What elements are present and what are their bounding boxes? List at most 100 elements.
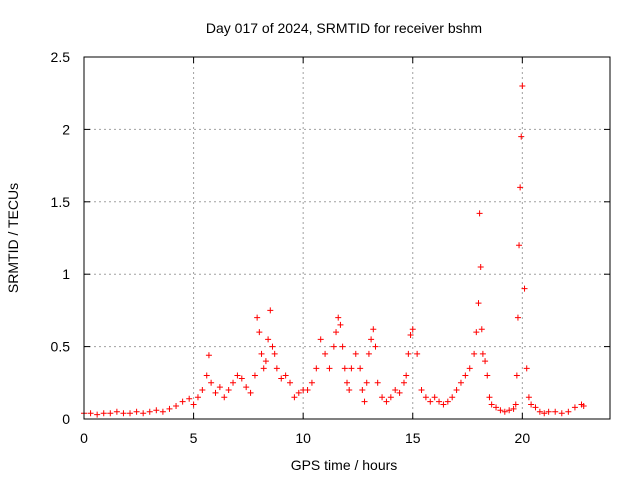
data-point (120, 410, 127, 417)
data-point (254, 314, 261, 321)
data-point (208, 379, 215, 386)
data-point (339, 343, 346, 350)
data-point (516, 242, 523, 249)
data-point (558, 410, 565, 417)
data-point (238, 375, 245, 382)
data-point (372, 343, 379, 350)
data-point (409, 326, 416, 333)
data-point (271, 350, 278, 357)
data-point (265, 336, 272, 343)
data-point (212, 389, 219, 396)
data-point (337, 321, 344, 328)
data-point (513, 372, 520, 379)
data-point (140, 410, 147, 417)
data-point (260, 365, 267, 372)
data-point (532, 404, 539, 411)
data-point (514, 314, 521, 321)
data-point (330, 343, 337, 350)
data-point (100, 410, 107, 417)
data-point (473, 329, 480, 336)
data-point (230, 379, 237, 386)
data-point (466, 365, 473, 372)
data-point (107, 410, 114, 417)
data-point (194, 394, 201, 401)
y-tick-label: 2 (62, 121, 70, 137)
data-point (295, 389, 302, 396)
data-point (510, 405, 517, 412)
data-point (418, 387, 425, 394)
data-point (186, 395, 193, 402)
data-point (291, 394, 298, 401)
data-point (317, 336, 324, 343)
data-point (405, 350, 412, 357)
data-point (407, 332, 414, 339)
data-point (440, 401, 447, 408)
data-point (552, 408, 559, 415)
data-point (205, 352, 212, 359)
data-point (365, 350, 372, 357)
y-tick-label: 0 (62, 411, 70, 427)
data-point (199, 387, 206, 394)
data-point (541, 410, 548, 417)
data-point (113, 408, 120, 415)
data-point (94, 411, 101, 418)
data-point (322, 350, 329, 357)
data-point (476, 210, 483, 217)
data-point (287, 379, 294, 386)
data-point (493, 404, 500, 411)
data-point (521, 285, 528, 292)
data-point (482, 358, 489, 365)
data-point (427, 398, 434, 405)
data-point (278, 375, 285, 382)
data-point (267, 307, 274, 314)
data-point (374, 379, 381, 386)
data-point (396, 389, 403, 396)
data-point (431, 394, 438, 401)
data-point (190, 401, 197, 408)
data-point (216, 384, 223, 391)
data-point (348, 365, 355, 372)
data-point (383, 398, 390, 405)
data-point (506, 407, 513, 414)
data-point (352, 350, 359, 357)
x-tick-label: 5 (190, 430, 198, 446)
data-point (127, 410, 134, 417)
axis-ticks: 0 0.5 1 1.5 2 2.5 0 5 10 15 20 (51, 49, 610, 446)
data-point (488, 401, 495, 408)
data-point (359, 387, 366, 394)
data-point (387, 394, 394, 401)
data-point (225, 387, 232, 394)
data-point (449, 394, 456, 401)
y-tick-label: 1 (62, 266, 70, 282)
x-axis-label: GPS time / hours (291, 457, 398, 473)
y-tick-label: 1.5 (51, 194, 71, 210)
data-point (273, 365, 280, 372)
data-points (81, 82, 587, 418)
data-point (517, 184, 524, 191)
plot-frame (83, 56, 611, 420)
data-point (436, 398, 443, 405)
data-point (133, 408, 140, 415)
data-point (565, 408, 572, 415)
data-point (471, 350, 478, 357)
data-point (379, 394, 386, 401)
data-point (486, 394, 493, 401)
data-point (479, 350, 486, 357)
data-point (326, 365, 333, 372)
data-point (475, 300, 482, 307)
data-point (173, 402, 180, 409)
data-point (444, 398, 451, 405)
data-point (512, 401, 519, 408)
data-point (179, 398, 186, 405)
data-point (361, 398, 368, 405)
chart-title: Day 017 of 2024, SRMTID for receiver bsh… (206, 20, 482, 36)
data-point (313, 365, 320, 372)
data-point (346, 387, 353, 394)
data-point (525, 394, 532, 401)
data-point (341, 365, 348, 372)
data-point (344, 379, 350, 386)
data-point (251, 372, 258, 379)
data-point (523, 365, 530, 372)
data-point (247, 389, 254, 396)
